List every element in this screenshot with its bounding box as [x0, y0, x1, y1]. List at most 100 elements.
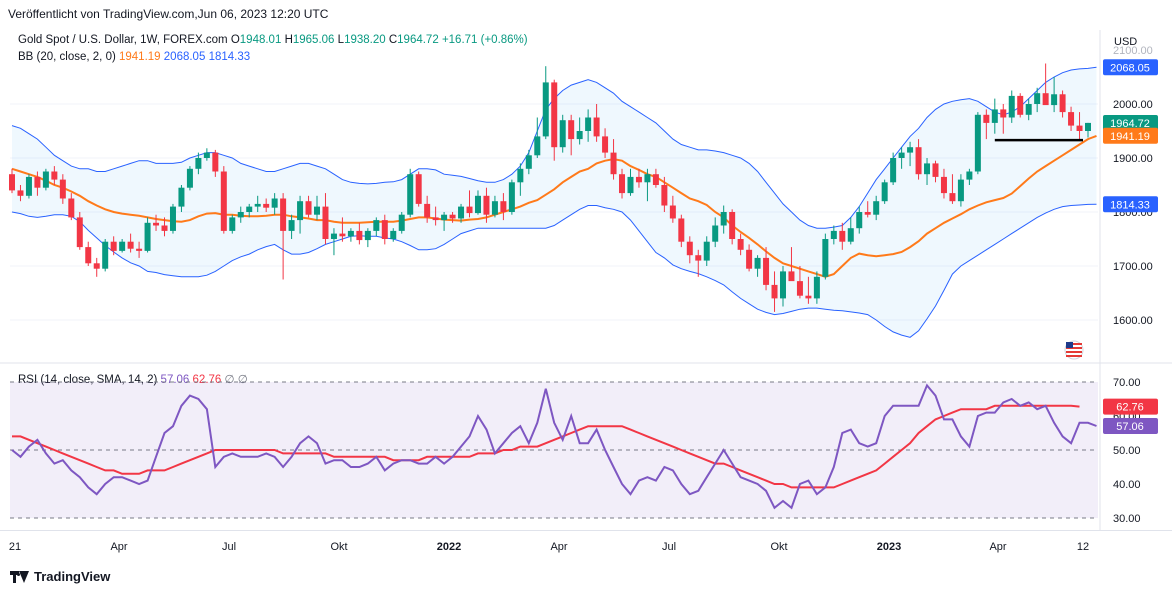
candle-body — [364, 230, 371, 241]
candle — [169, 203, 176, 234]
candle-body — [271, 198, 278, 208]
candle — [491, 195, 498, 218]
flag-stripe — [1066, 355, 1082, 357]
candle — [195, 152, 202, 175]
bb-legend: BB (20, close, 2, 0) 1941.19 2068.05 181… — [18, 51, 250, 63]
candle — [110, 236, 117, 256]
candle-body — [788, 271, 795, 282]
candle — [703, 236, 710, 266]
rsi-tag: 57.06 — [1116, 421, 1144, 433]
rsi-tick-label: 30.00 — [1113, 513, 1141, 525]
candle-body — [34, 176, 41, 188]
candle-body — [517, 168, 524, 183]
candle — [627, 168, 634, 196]
candle-body — [203, 152, 210, 158]
bb-label[interactable]: BB (20, close, 2, 0) — [18, 51, 116, 63]
candle-body — [619, 174, 626, 194]
candle — [474, 190, 481, 215]
x-tick-label: Jul — [662, 541, 676, 553]
candle-body — [178, 187, 185, 207]
candle-body — [525, 155, 532, 169]
candle — [864, 201, 871, 218]
candle-body — [508, 182, 515, 212]
candle-body — [907, 147, 914, 153]
candle-body — [441, 214, 448, 221]
candle — [966, 168, 973, 185]
symbol-legend: Gold Spot / U.S. Dollar, 1W, FOREX.com O… — [18, 34, 528, 46]
candle — [364, 228, 371, 248]
candle-body — [1085, 122, 1091, 131]
candle — [398, 212, 405, 234]
candle-body — [93, 263, 100, 269]
low-value: 1938.20 — [344, 34, 386, 46]
candle-body — [398, 214, 405, 231]
candle — [1068, 106, 1075, 131]
candle-body — [432, 217, 439, 221]
rsi-legend: RSI (14, close, SMA, 14, 2) 57.06 62.76 … — [18, 372, 248, 386]
candle-body — [483, 195, 490, 215]
bb-lower-value: 1814.33 — [208, 51, 251, 63]
close-value: 1964.72 — [397, 34, 439, 46]
candle-body — [1042, 93, 1049, 106]
candle — [669, 195, 676, 223]
rsi-ma-tag: 62.76 — [1116, 402, 1144, 414]
candle-body — [568, 120, 575, 140]
candle — [610, 139, 617, 180]
candle — [508, 179, 515, 215]
candle — [288, 214, 295, 239]
tradingview-logo-icon — [10, 570, 30, 583]
candle-body — [669, 205, 676, 219]
candle-body — [110, 241, 117, 251]
rsi-label[interactable]: RSI (14, close, SMA, 14, 2) — [18, 374, 158, 386]
candle-body — [949, 193, 956, 202]
candle — [542, 66, 549, 140]
candle-body — [59, 179, 66, 199]
bb-upper-tag: 2068.05 — [1110, 62, 1150, 74]
candle-body — [415, 174, 422, 204]
symbol-title[interactable]: Gold Spot / U.S. Dollar, 1W, FOREX.com — [18, 34, 228, 46]
bb-basis-line — [11, 134, 1097, 278]
candle-body — [847, 228, 854, 242]
candle-body — [915, 147, 922, 175]
candle — [661, 176, 668, 212]
rsi-tick-label: 50.00 — [1113, 445, 1141, 457]
candle-body — [186, 168, 193, 188]
candle-body — [390, 230, 397, 239]
candle-body — [610, 152, 617, 175]
candle-body — [974, 114, 981, 172]
candle — [432, 206, 439, 226]
bb-basis-value: 1941.19 — [119, 51, 161, 63]
candle-body — [932, 163, 939, 177]
low-label: L — [337, 34, 345, 46]
candle — [381, 214, 388, 245]
candle-body — [254, 203, 261, 207]
open-label: O — [230, 34, 240, 46]
candle — [220, 166, 227, 234]
candle-body — [712, 225, 719, 242]
candle-body — [559, 120, 566, 148]
candle — [76, 212, 83, 250]
candle-body — [1034, 93, 1041, 104]
candle — [68, 193, 75, 221]
published-caption: Veröffentlicht von TradingView.com,Jun 0… — [8, 7, 329, 21]
candle-body — [796, 281, 803, 296]
candle-body — [381, 220, 388, 239]
change-value: +16.71 (+0.86%) — [441, 34, 528, 46]
candles — [9, 63, 1091, 312]
candle-body — [42, 171, 49, 188]
rsi-extra: ∅ ∅ — [224, 374, 248, 386]
candle — [949, 174, 956, 204]
candle-body — [890, 158, 897, 183]
candle-body — [330, 233, 337, 239]
rsi-ma-tag-bg — [1103, 398, 1158, 415]
candle-body — [161, 225, 168, 231]
bb-basis-tag-bg — [1103, 127, 1158, 144]
y-tick-label: 1700.00 — [1113, 261, 1153, 273]
candle — [254, 195, 261, 212]
candle-body — [17, 190, 24, 196]
candle — [466, 190, 473, 218]
candle — [907, 141, 914, 167]
candle — [390, 228, 397, 242]
candle — [229, 214, 236, 234]
